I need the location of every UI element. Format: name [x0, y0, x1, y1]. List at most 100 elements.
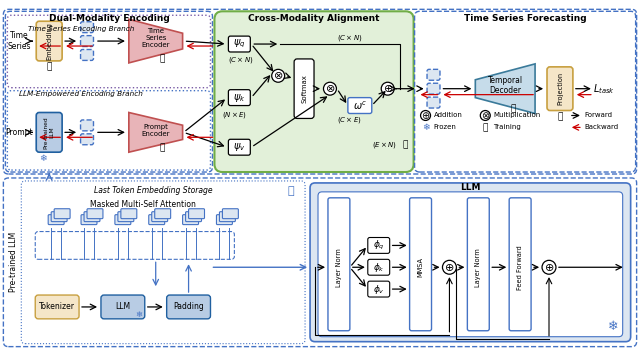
- FancyBboxPatch shape: [36, 112, 62, 152]
- Circle shape: [323, 82, 337, 95]
- Text: ❄: ❄: [422, 123, 429, 132]
- FancyBboxPatch shape: [118, 212, 134, 222]
- FancyBboxPatch shape: [427, 69, 440, 80]
- FancyBboxPatch shape: [216, 215, 232, 225]
- Text: Frozen: Frozen: [433, 124, 456, 131]
- Text: Time Series Forecasting: Time Series Forecasting: [464, 14, 586, 23]
- Text: 🔥: 🔥: [511, 104, 516, 113]
- FancyBboxPatch shape: [148, 215, 164, 225]
- FancyBboxPatch shape: [121, 209, 137, 219]
- Text: $\oplus$: $\oplus$: [383, 83, 393, 94]
- Circle shape: [480, 111, 490, 120]
- Text: ❄: ❄: [135, 310, 142, 320]
- Text: $\psi_q$: $\psi_q$: [233, 38, 246, 50]
- FancyBboxPatch shape: [228, 36, 250, 52]
- FancyBboxPatch shape: [101, 295, 145, 319]
- Text: $\phi_k$: $\phi_k$: [373, 261, 385, 274]
- FancyBboxPatch shape: [348, 98, 372, 113]
- FancyBboxPatch shape: [36, 21, 62, 61]
- Text: $\omega^c$: $\omega^c$: [353, 99, 367, 112]
- Circle shape: [381, 82, 394, 95]
- FancyBboxPatch shape: [547, 67, 573, 111]
- Text: $\oplus$: $\oplus$: [544, 262, 554, 273]
- FancyBboxPatch shape: [228, 90, 250, 106]
- Text: $\otimes$: $\otimes$: [325, 83, 335, 94]
- Text: Time Series Encoding Branch: Time Series Encoding Branch: [28, 26, 134, 32]
- Text: 🔥: 🔥: [160, 55, 165, 63]
- FancyBboxPatch shape: [87, 209, 103, 219]
- Text: Forward: Forward: [585, 112, 613, 119]
- FancyBboxPatch shape: [81, 134, 93, 145]
- FancyBboxPatch shape: [84, 212, 100, 222]
- Text: Time
Series
Encoder: Time Series Encoder: [141, 28, 170, 48]
- FancyBboxPatch shape: [51, 212, 67, 222]
- FancyBboxPatch shape: [35, 295, 79, 319]
- Circle shape: [420, 111, 431, 120]
- Text: Masked Multi-Self Attention: Masked Multi-Self Attention: [90, 200, 196, 209]
- Polygon shape: [129, 112, 182, 152]
- Text: Softmax: Softmax: [301, 74, 307, 103]
- Text: $\otimes$: $\otimes$: [273, 70, 284, 81]
- Circle shape: [442, 260, 456, 274]
- FancyBboxPatch shape: [368, 259, 390, 275]
- Text: Tokenizer: Tokenizer: [39, 302, 75, 312]
- FancyBboxPatch shape: [155, 209, 171, 219]
- Text: Temporal
Decoder: Temporal Decoder: [488, 76, 523, 96]
- Text: Backward: Backward: [585, 124, 619, 131]
- FancyBboxPatch shape: [81, 49, 93, 61]
- FancyBboxPatch shape: [310, 183, 630, 342]
- FancyBboxPatch shape: [427, 97, 440, 108]
- FancyBboxPatch shape: [509, 198, 531, 331]
- Text: $\psi_k$: $\psi_k$: [233, 92, 246, 104]
- Text: Pre-trained
LLM: Pre-trained LLM: [44, 116, 54, 149]
- Text: Last Token Embedding Storage: Last Token Embedding Storage: [94, 186, 212, 195]
- Text: Projection: Projection: [557, 72, 563, 105]
- Text: $\oplus$: $\oplus$: [444, 262, 454, 273]
- FancyBboxPatch shape: [48, 215, 64, 225]
- FancyBboxPatch shape: [152, 212, 168, 222]
- Text: Embedding: Embedding: [46, 22, 52, 60]
- Text: Layer Norm: Layer Norm: [476, 248, 481, 287]
- FancyBboxPatch shape: [189, 209, 205, 219]
- Text: LLM: LLM: [460, 183, 481, 192]
- FancyBboxPatch shape: [166, 295, 211, 319]
- Text: Layer Norm: Layer Norm: [336, 248, 342, 287]
- FancyBboxPatch shape: [368, 238, 390, 253]
- Text: $\psi_v$: $\psi_v$: [233, 141, 246, 153]
- FancyBboxPatch shape: [81, 215, 97, 225]
- FancyBboxPatch shape: [223, 209, 238, 219]
- Circle shape: [542, 260, 556, 274]
- Text: Time
Series: Time Series: [8, 32, 31, 51]
- Text: $(E\times N)$: $(E\times N)$: [372, 140, 397, 150]
- FancyBboxPatch shape: [186, 212, 202, 222]
- Text: $\otimes$: $\otimes$: [481, 110, 490, 121]
- Text: $L_{task}$: $L_{task}$: [593, 82, 615, 96]
- FancyBboxPatch shape: [81, 22, 93, 33]
- FancyBboxPatch shape: [220, 212, 236, 222]
- Text: Dual-Modality Encoding: Dual-Modality Encoding: [49, 14, 170, 23]
- Text: Addition: Addition: [433, 112, 462, 119]
- FancyBboxPatch shape: [467, 198, 489, 331]
- FancyBboxPatch shape: [410, 198, 431, 331]
- Text: ❄: ❄: [40, 154, 47, 163]
- FancyBboxPatch shape: [368, 281, 390, 297]
- Text: Cross-Modality Alignment: Cross-Modality Alignment: [248, 14, 380, 23]
- FancyBboxPatch shape: [228, 139, 250, 155]
- FancyBboxPatch shape: [182, 215, 198, 225]
- FancyBboxPatch shape: [81, 36, 93, 47]
- Text: 🔥: 🔥: [403, 141, 408, 150]
- Text: Prompt: Prompt: [6, 128, 33, 137]
- FancyBboxPatch shape: [294, 59, 314, 118]
- FancyBboxPatch shape: [328, 198, 350, 331]
- FancyBboxPatch shape: [214, 11, 413, 172]
- Text: Pre-trained LLM: Pre-trained LLM: [9, 232, 18, 293]
- FancyBboxPatch shape: [81, 120, 93, 131]
- Text: Multiplication: Multiplication: [493, 112, 541, 119]
- Text: $(C\times N)$: $(C\times N)$: [337, 33, 363, 43]
- Text: $\oplus$: $\oplus$: [421, 110, 430, 121]
- Text: LLM: LLM: [115, 302, 131, 312]
- Text: ❄: ❄: [607, 320, 618, 333]
- FancyBboxPatch shape: [54, 209, 70, 219]
- Text: $\phi_q$: $\phi_q$: [373, 239, 385, 252]
- Polygon shape: [476, 64, 535, 113]
